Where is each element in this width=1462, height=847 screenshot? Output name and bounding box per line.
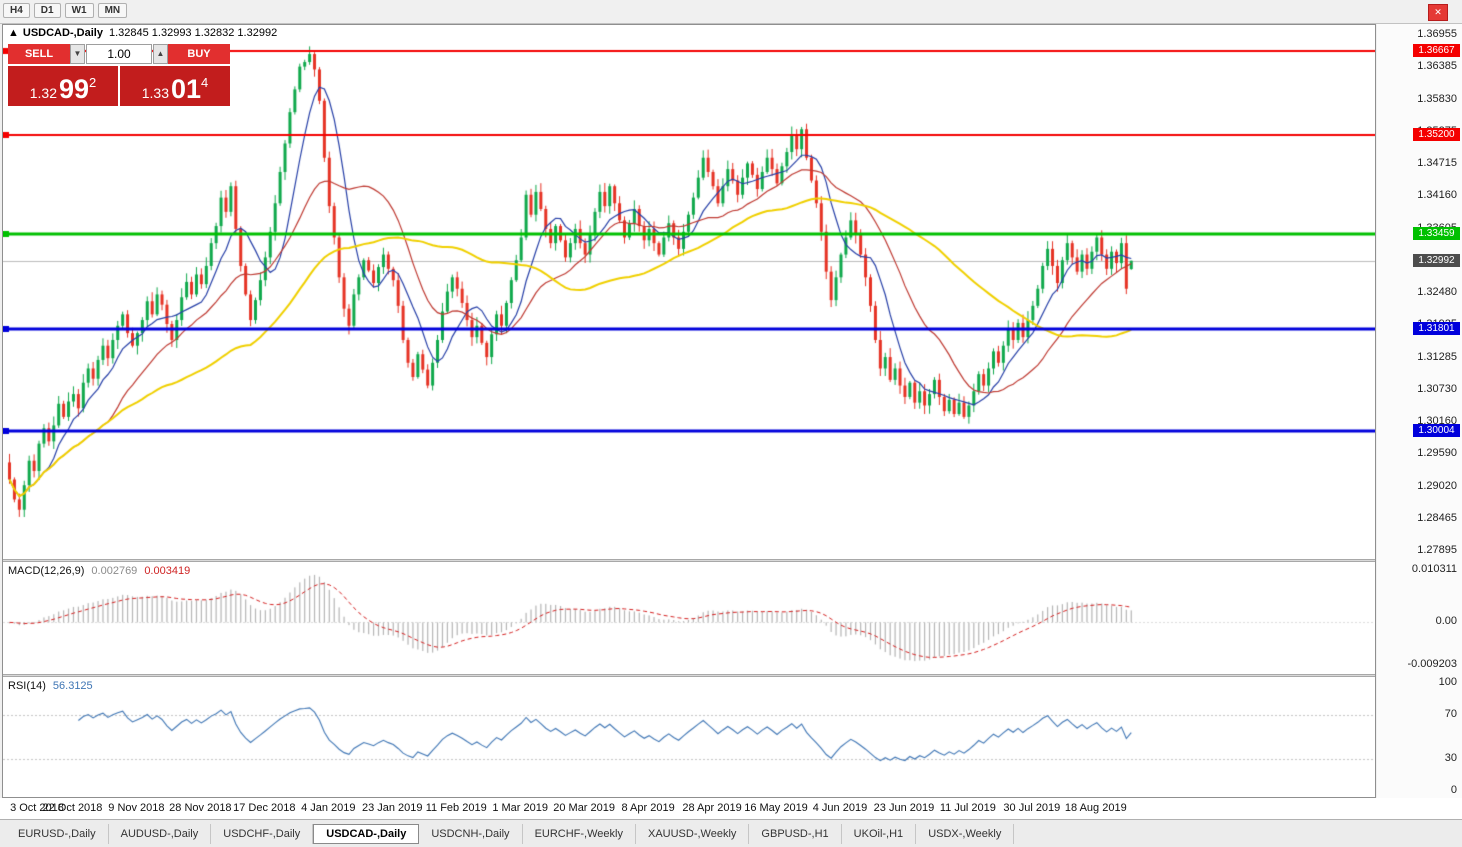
date-axis-label: 3 Oct 2018	[10, 802, 64, 814]
date-axis-label: 28 Apr 2019	[682, 802, 742, 814]
rsi-scale-label: 0	[1450, 784, 1457, 796]
chart-tab-gbpusd-h1[interactable]: GBPUSD-,H1	[749, 823, 842, 844]
macd-canvas[interactable]	[3, 562, 1375, 674]
rsi-scale-label: 30	[1444, 751, 1457, 764]
macd-scale-label: 0.00	[1435, 615, 1457, 628]
hline-price-label: 1.36667	[1413, 44, 1460, 58]
price-scale-label: 1.30730	[1417, 382, 1457, 395]
volume-decrease-button[interactable]: ▼	[70, 44, 85, 64]
price-scale-label: 1.36955	[1417, 28, 1457, 40]
rsi-value: 56.3125	[52, 680, 93, 692]
date-axis-label: 16 May 2019	[744, 802, 808, 814]
price-scale-label: 1.27895	[1417, 544, 1457, 556]
date-axis-label: 11 Feb 2019	[425, 802, 487, 814]
sell-price-big: 99	[58, 74, 90, 104]
panel-splitter[interactable]	[3, 674, 1375, 677]
date-axis-label: 11 Jul 2019	[939, 802, 996, 814]
date-axis-label: 4 Jan 2019	[301, 802, 356, 814]
sell-button[interactable]: SELL	[8, 44, 70, 64]
date-axis-label: 1 Mar 2019	[492, 802, 548, 814]
chart-window	[2, 24, 1376, 798]
chart-tab-usdcnh-daily[interactable]: USDCNH-,Daily	[419, 823, 523, 844]
symbol-period-label: USDCAD-,Daily	[22, 27, 103, 39]
price-scale-label: 1.34160	[1417, 189, 1457, 202]
macd-scale-label: -0.009203	[1407, 658, 1457, 670]
timeframe-buttons: H4 D1 W1 MN	[0, 0, 1462, 18]
price-scale-label: 1.35830	[1417, 92, 1457, 105]
date-axis-label: 18 Aug 2019	[1064, 802, 1127, 814]
sell-price-display[interactable]: 1.32 99 2	[8, 66, 118, 106]
timeframe-button-mn[interactable]: MN	[97, 3, 128, 18]
price-scale-label: 1.36385	[1417, 60, 1457, 73]
volume-increase-button[interactable]: ▲	[153, 44, 168, 64]
chart-tab-eurusd-daily[interactable]: EURUSD-,Daily	[6, 823, 109, 844]
rsi-indicator-label: RSI(14) 56.3125	[8, 680, 93, 692]
chart-tab-audusd-daily[interactable]: AUDUSD-,Daily	[109, 823, 212, 844]
price-scale-label: 1.30160	[1417, 415, 1457, 427]
price-scale-label: 1.29590	[1417, 447, 1457, 460]
collapse-panel-icon[interactable]: ▲	[8, 27, 19, 39]
toolbar: H4 D1 W1 MN ✕	[0, 0, 1462, 24]
date-axis-label: 22 Oct 2018	[42, 802, 103, 814]
price-scale-label: 1.31285	[1417, 350, 1457, 363]
buy-price-display[interactable]: 1.33 01 4	[120, 66, 230, 106]
date-axis-label: 4 Jun 2019	[812, 802, 868, 814]
chart-tab-usdcad-daily[interactable]: USDCAD-,Daily	[313, 823, 420, 844]
buy-price-big: 01	[170, 74, 202, 104]
price-scale[interactable]: 1.369551.363851.358301.352751.347151.341…	[1377, 24, 1462, 798]
timeframe-button-w1[interactable]: W1	[64, 3, 94, 18]
price-scale-label: 1.34715	[1417, 157, 1457, 169]
buy-price-pip: 4	[201, 75, 209, 90]
one-click-trading-panel: SELL ▼ 1.00 ▲ BUY 1.32 99 2 1.33 01 4	[8, 44, 230, 106]
date-axis-label: 20 Mar 2019	[553, 802, 615, 814]
hline-price-label: 1.33459	[1413, 227, 1460, 241]
buy-button[interactable]: BUY	[168, 44, 230, 64]
volume-input[interactable]: 1.00	[86, 44, 152, 64]
candlestick-canvas[interactable]	[3, 25, 1375, 559]
date-axis-label: 8 Apr 2019	[621, 802, 675, 814]
panel-splitter[interactable]	[3, 559, 1375, 562]
macd-scale-label: 0.010311	[1411, 563, 1457, 575]
hline-price-label: 1.31801	[1413, 321, 1460, 335]
chart-tab-usdchf-daily[interactable]: USDCHF-,Daily	[211, 823, 314, 844]
hline-price-label: 1.35200	[1413, 127, 1460, 141]
date-axis-label: 9 Nov 2018	[108, 802, 165, 814]
rsi-canvas[interactable]	[3, 677, 1375, 797]
sell-price-pip: 2	[89, 75, 97, 90]
timeframe-button-h4[interactable]: H4	[3, 3, 30, 18]
timeframe-button-d1[interactable]: D1	[33, 3, 61, 18]
close-icon[interactable]: ✕	[1428, 4, 1448, 21]
sell-price-prefix: 1.32	[29, 85, 57, 101]
date-axis-label: 23 Jun 2019	[873, 802, 935, 814]
date-axis-label: 28 Nov 2018	[169, 802, 232, 814]
macd-name: MACD(12,26,9)	[8, 565, 85, 577]
rsi-scale-label: 70	[1444, 708, 1457, 721]
chart-tab-xauusd-weekly[interactable]: XAUUSD-,Weekly	[636, 823, 750, 844]
date-axis-label: 30 Jul 2019	[1003, 802, 1061, 814]
date-axis-label: 23 Jan 2019	[361, 802, 423, 814]
macd-indicator-label: MACD(12,26,9) 0.002769 0.003419	[8, 565, 190, 577]
price-scale-label: 1.28465	[1417, 511, 1457, 524]
rsi-scale-label: 100	[1438, 676, 1457, 688]
price-scale-label: 1.32480	[1417, 286, 1457, 298]
buy-price-prefix: 1.33	[141, 85, 169, 101]
hline-price-label: 1.30004	[1413, 423, 1460, 437]
date-axis-label: 17 Dec 2018	[233, 802, 296, 814]
chart-tab-eurchf-weekly[interactable]: EURCHF-,Weekly	[523, 823, 636, 844]
ohlc-values: 1.32845 1.32993 1.32832 1.32992	[108, 27, 278, 39]
macd-signal-value: 0.003419	[144, 565, 191, 577]
rsi-name: RSI(14)	[8, 680, 46, 692]
price-scale-label: 1.29020	[1417, 479, 1457, 492]
chart-tab-ukoil-h1[interactable]: UKOil-,H1	[842, 823, 917, 844]
chart-tab-bar: EURUSD-,Daily AUDUSD-,Daily USDCHF-,Daily U…	[0, 819, 1462, 847]
chart-tab-usdx-weekly[interactable]: USDX-,Weekly	[916, 823, 1015, 844]
time-axis[interactable]: 3 Oct 2018 22 Oct 2018 9 Nov 2018 28 Nov 20…	[0, 798, 1462, 820]
macd-main-value: 0.002769	[91, 565, 138, 577]
current-price-label: 1.32992	[1413, 253, 1460, 267]
chart-title: ▲ USDCAD-,Daily 1.32845 1.32993 1.32832 1.…	[8, 27, 277, 39]
